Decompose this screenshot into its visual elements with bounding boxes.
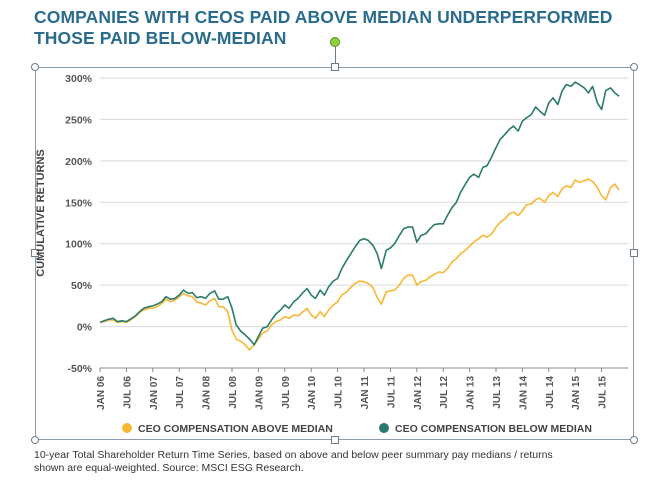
series-line-above-median: [99, 178, 620, 351]
x-tick-label: JUL 10: [334, 376, 345, 409]
x-tick-label: JUL 07: [175, 376, 186, 409]
chart-title: COMPANIES WITH CEOS PAID ABOVE MEDIAN UN…: [34, 7, 634, 49]
x-tick-label: JUL 08: [228, 376, 239, 409]
caption-line-2: shown are equal-weighted. Source: MSCI E…: [34, 462, 304, 474]
rotation-handle[interactable]: [330, 37, 340, 47]
x-tick-label: JAN 08: [202, 376, 213, 410]
y-tick-label: 200%: [65, 156, 93, 168]
chart-title-line-1: COMPANIES WITH CEOS PAID ABOVE MEDIAN UN…: [34, 7, 613, 27]
y-tick-label: 150%: [65, 197, 93, 209]
gridlines: [100, 77, 628, 328]
y-tick-label: -50%: [67, 363, 92, 375]
x-tick-label: JAN 11: [360, 376, 371, 410]
series-lines: [99, 81, 620, 351]
series-line-below-median: [99, 81, 620, 346]
legend-item: CEO COMPENSATION BELOW MEDIAN: [379, 423, 592, 435]
x-tick-label: JUL 13: [492, 376, 503, 409]
x-tick-label: JAN 10: [307, 376, 318, 410]
x-tick-label: JUL 15: [598, 376, 609, 409]
x-tick-label: JUL 11: [386, 376, 397, 408]
resize-handle-left[interactable]: [31, 249, 39, 257]
y-tick-label: 300%: [65, 73, 93, 85]
chart-caption: 10-year Total Shareholder Return Time Se…: [34, 449, 644, 475]
x-tick-label: JAN 12: [413, 376, 424, 410]
x-tick-labels: JAN 06 JUL 06 JAN 07 JUL 07 JAN 08 JUL 08 JAN …: [96, 368, 609, 410]
chart-title-line-2: THOSE PAID BELOW-MEDIAN: [34, 28, 287, 48]
resize-handle-top[interactable]: [331, 63, 339, 71]
resize-handle-top-left[interactable]: [31, 63, 39, 71]
legend-marker: [122, 423, 132, 433]
resize-handle-bottom-right[interactable]: [630, 436, 638, 444]
legend-item: CEO COMPENSATION ABOVE MEDIAN: [122, 423, 333, 435]
x-tick-label: JAN 15: [571, 376, 582, 410]
x-tick-label: JUL 12: [439, 376, 450, 409]
x-tick-label: JUL 06: [122, 376, 133, 409]
legend: CEO COMPENSATION ABOVE MEDIAN CEO COMPENS…: [122, 423, 592, 435]
legend-label: CEO COMPENSATION BELOW MEDIAN: [395, 423, 592, 435]
y-axis-label: CUMULATIVE RETURNS: [35, 149, 47, 277]
resize-handle-bottom-left[interactable]: [31, 436, 39, 444]
x-tick-label: JUL 09: [281, 376, 292, 409]
x-tick-label: JUL 14: [545, 376, 556, 409]
resize-handle-right[interactable]: [630, 249, 638, 257]
caption-line-1: 10-year Total Shareholder Return Time Se…: [34, 449, 553, 461]
y-tick-label: 100%: [65, 239, 93, 251]
legend-marker: [379, 423, 389, 433]
rotation-handle-stem: [335, 47, 336, 64]
y-tick-label: 50%: [71, 280, 93, 292]
resize-handle-bottom[interactable]: [331, 436, 339, 444]
legend-label: CEO COMPENSATION ABOVE MEDIAN: [138, 423, 333, 435]
resize-handle-top-right[interactable]: [630, 63, 638, 71]
y-tick-label: 0%: [77, 322, 93, 334]
x-tick-label: JAN 14: [518, 376, 529, 410]
y-tick-labels: -50% 0% 50% 100% 150% 200% 250% 300%: [65, 73, 93, 375]
x-tick-label: JAN 13: [466, 376, 477, 410]
x-tick-label: JAN 07: [149, 376, 160, 410]
y-tick-label: 250%: [65, 114, 93, 126]
x-tick-label: JAN 06: [96, 376, 107, 410]
x-tick-label: JAN 09: [254, 376, 265, 410]
